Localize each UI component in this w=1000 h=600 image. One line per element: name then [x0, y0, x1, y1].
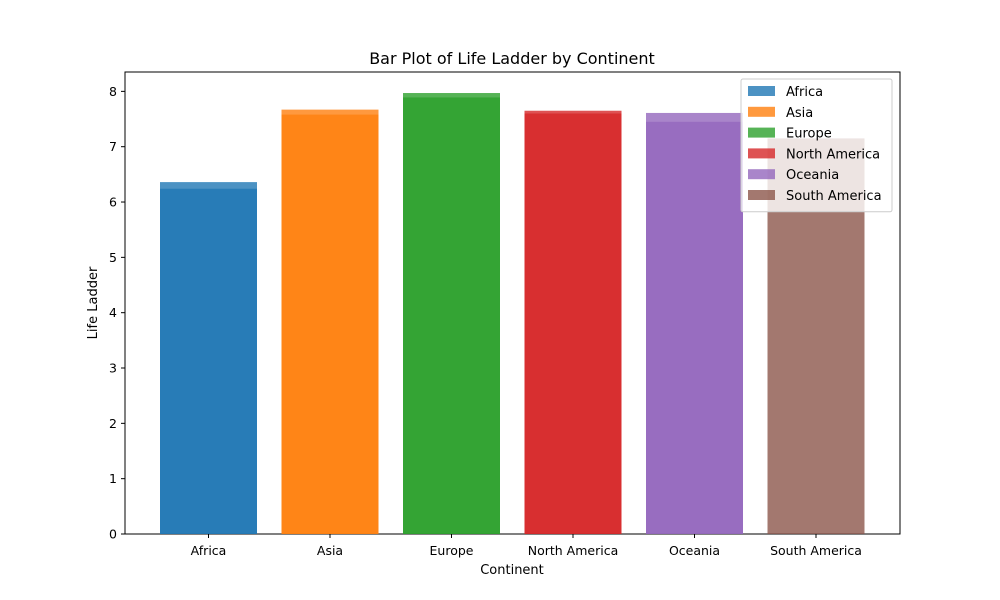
x-axis-label: Continent — [480, 563, 544, 578]
x-tick-label: Oceania — [669, 543, 720, 558]
legend: Africa Asia Europe North America Oceania Sout… — [740, 78, 893, 213]
y-tick-label: 1 — [109, 471, 117, 486]
y-tick-label: 0 — [109, 527, 117, 542]
legend-swatch — [748, 86, 775, 96]
legend-swatch — [748, 169, 775, 180]
y-tick-label: 7 — [109, 139, 117, 154]
legend-label: Asia — [786, 106, 813, 121]
plot-area — [124, 71, 901, 535]
bar-north-america-1 — [524, 113, 622, 534]
legend-label: South America — [786, 189, 882, 204]
y-tick-label: 4 — [109, 305, 117, 320]
y-axis: 0 1 2 3 4 5 6 7 8 — [109, 84, 125, 542]
chart-title: Bar Plot of Life Ladder by Continent — [369, 49, 655, 68]
x-tick-label: Europe — [430, 543, 474, 558]
y-axis-label: Life Ladder — [86, 266, 101, 339]
bars-group — [160, 93, 865, 535]
legend-swatch — [748, 148, 775, 159]
y-tick-label: 2 — [109, 416, 117, 431]
legend-swatch — [748, 106, 775, 117]
legend-label: North America — [786, 147, 880, 162]
y-tick-label: 3 — [109, 361, 117, 376]
x-axis: Africa Asia Europe North America Oceania Sout… — [191, 534, 862, 558]
legend-swatch — [748, 127, 775, 138]
x-tick-label: Africa — [191, 543, 227, 558]
legend-box — [740, 78, 893, 213]
bar-africa-1 — [160, 188, 257, 534]
x-tick-label: South America — [770, 543, 862, 558]
y-tick-label: 5 — [109, 250, 117, 265]
legend-label: Europe — [786, 127, 832, 142]
bar-europe-1 — [403, 97, 500, 534]
bar-asia-1 — [281, 114, 379, 535]
y-tick-label: 6 — [109, 195, 117, 210]
legend-label: Oceania — [786, 168, 839, 183]
x-tick-label: Asia — [317, 543, 343, 558]
legend-label: Africa — [786, 85, 823, 100]
x-tick-label: North America — [528, 543, 619, 558]
y-tick-label: 8 — [109, 84, 117, 99]
legend-swatch — [748, 190, 775, 200]
bar-oceania-1 — [646, 121, 743, 534]
